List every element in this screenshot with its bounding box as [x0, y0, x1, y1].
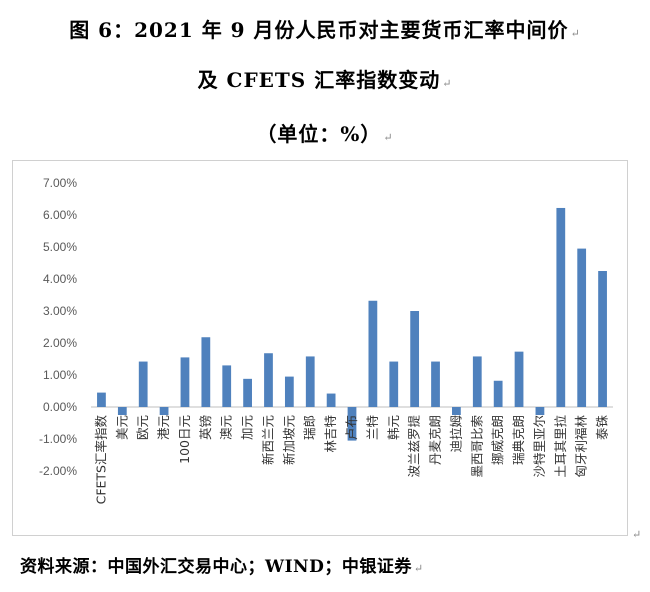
source-note: 资料来源：中国外汇交易中心；WIND；中银证券 ↵ [20, 552, 424, 577]
paragraph-mark: ↵ [413, 562, 424, 575]
category-label: 港元 [156, 415, 171, 440]
category-label: 英镑 [198, 415, 213, 440]
title-line-2-text: 及 CFETS 汇率指数变动 [197, 68, 441, 92]
chart-title-line-2: 及 CFETS 汇率指数变动 ↵ [0, 64, 650, 93]
category-label: 100日元 [177, 415, 192, 464]
y-tick-label: -1.00% [39, 432, 77, 446]
y-tick-label: 5.00% [43, 240, 77, 254]
bar-3 [159, 407, 169, 415]
source-text: 资料来源：中国外汇交易中心；WIND；中银证券 [20, 557, 412, 577]
bar-17 [452, 407, 461, 415]
bar-16 [431, 361, 440, 407]
y-tick-label: 0.00% [43, 400, 77, 414]
y-tick-label: 3.00% [43, 304, 77, 318]
bar-7 [243, 378, 252, 407]
paragraph-mark: ↵ [442, 77, 453, 90]
bar-23 [577, 248, 587, 407]
category-label: 墨西哥比索 [469, 415, 484, 478]
bar-0 [97, 392, 106, 407]
bar-1 [117, 407, 127, 415]
y-tick-label: 6.00% [43, 208, 77, 222]
bar-20 [514, 351, 524, 407]
category-label: 新西兰元 [260, 415, 275, 465]
bar-9 [284, 376, 294, 407]
category-label: 林吉特 [323, 415, 338, 453]
category-label: 兰特 [365, 415, 380, 440]
category-label: CFETS汇率指数 [93, 415, 108, 505]
bar-24 [598, 271, 607, 407]
bar-8 [264, 353, 273, 407]
category-label: 土耳其里拉 [553, 415, 568, 478]
category-label: 匈牙利福林 [574, 415, 589, 478]
paragraph-mark: ↵ [383, 131, 394, 144]
category-label: 挪威克朗 [490, 415, 505, 465]
chart-frame: -2.00% -1.00% 0.00% 1.00% 2.00% 3.00% 4.00% 5.0… [12, 160, 628, 536]
unit-text: （单位：%） [256, 122, 382, 146]
category-label: 沙特里亚尔 [532, 415, 547, 478]
bar-6 [222, 365, 232, 407]
category-label: 瑞郎 [302, 415, 317, 440]
category-label: 美元 [114, 415, 129, 440]
y-tick-label: -2.00% [39, 464, 77, 478]
bar-13 [368, 300, 378, 407]
category-label: 加元 [240, 415, 255, 440]
category-label: 澳元 [219, 415, 234, 440]
chart-title-line-1: 图 6：2021 年 9 月份人民币对主要货币汇率中间价 ↵ [0, 14, 650, 43]
category-label: 泰铢 [595, 415, 610, 441]
y-tick-label: 4.00% [43, 272, 77, 286]
bar-4 [180, 357, 190, 407]
bar-22 [556, 207, 566, 407]
paragraph-mark: ↵ [570, 27, 581, 40]
bar-12 [347, 407, 357, 441]
bar-15 [410, 311, 420, 407]
category-label: 新加坡元 [281, 415, 296, 465]
bar-14 [389, 361, 399, 407]
y-tick-label: 1.00% [43, 368, 77, 382]
bar-18 [472, 356, 482, 407]
category-label: 欧元 [135, 415, 150, 440]
corner-mark: ↵ [632, 528, 642, 541]
bar-chart: -2.00% -1.00% 0.00% 1.00% 2.00% 3.00% 4.00% 5.0… [39, 176, 613, 505]
category-label: 丹麦克朗 [428, 415, 443, 465]
y-tick-label: 2.00% [43, 336, 77, 350]
bar-21 [535, 407, 545, 415]
chart-unit-line: （单位：%） ↵ [0, 118, 650, 147]
bar-19 [493, 380, 503, 407]
category-label: 瑞典克朗 [511, 415, 526, 465]
category-label: 韩元 [386, 415, 401, 440]
bar-11 [326, 393, 336, 407]
category-label: 迪拉姆 [448, 415, 463, 453]
bar-10 [305, 356, 315, 407]
y-tick-label: 7.00% [43, 176, 77, 190]
bar-2 [138, 361, 148, 407]
bar-5 [201, 337, 211, 407]
category-label: 卢布 [344, 415, 359, 440]
title-line-1-text: 图 6：2021 年 9 月份人民币对主要货币汇率中间价 [69, 18, 569, 42]
category-label: 波兰兹罗提 [407, 415, 422, 478]
